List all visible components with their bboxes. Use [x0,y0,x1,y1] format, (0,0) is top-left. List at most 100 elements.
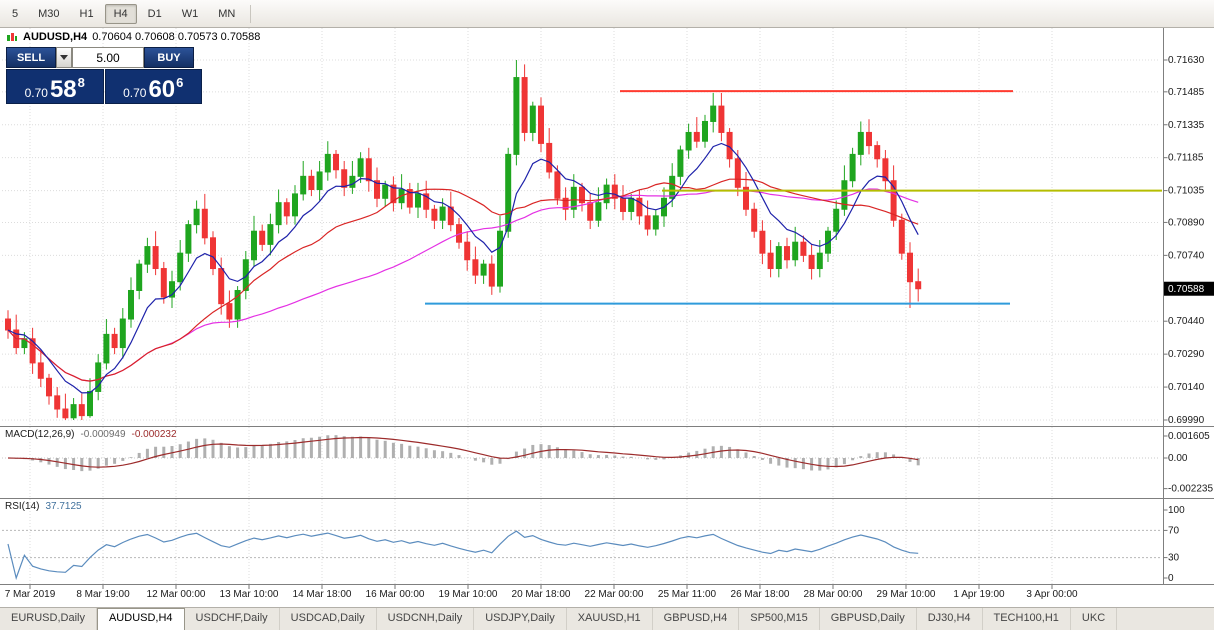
rsi-value: 37.7125 [45,501,82,512]
tab-usdcnh-daily[interactable]: USDCNH,Daily [377,608,475,630]
timeframe-m30[interactable]: M30 [38,7,60,20]
svg-text:30: 30 [1168,553,1180,564]
candles-layer [5,60,922,420]
ma-45 [7,188,919,382]
one-click-trading-panel: SELL BUY 0.70 58 8 0.70 60 6 [6,47,202,104]
ma-layer [7,142,919,394]
svg-text:0.70290: 0.70290 [1168,349,1205,360]
svg-text:-0.002235: -0.002235 [1168,484,1213,495]
svg-text:0.71335: 0.71335 [1168,120,1205,131]
lot-dropdown-button[interactable] [56,47,72,68]
svg-text:1 Apr 19:00: 1 Apr 19:00 [953,589,1005,600]
chart-icon [7,32,17,41]
price-axis: 0.71630 0.71485 0.71335 0.71185 0.71035 0.708… [1163,55,1213,584]
tab-usdchf-daily[interactable]: USDCHF,Daily [185,608,280,630]
ohlc-values: 0.70604 0.70608 0.70573 0.70588 [92,31,261,43]
svg-text:20 Mar 18:00: 20 Mar 18:00 [512,589,571,600]
svg-text:100: 100 [1168,505,1185,516]
svg-text:70: 70 [1168,525,1180,536]
svg-text:0.70588: 0.70588 [1168,284,1205,295]
symbol-label: AUDUSD,H4 [23,31,88,43]
buy-button[interactable]: BUY [144,47,194,68]
timeframe-d1[interactable]: D1 [147,7,162,20]
grid-layer [2,28,1160,584]
chart-title: AUDUSD,H4 0.70604 0.70608 0.70573 0.7058… [6,31,260,43]
timeframe-5[interactable]: 5 [12,7,19,20]
rsi-name: RSI(14) [5,501,40,512]
svg-text:25 Mar 11:00: 25 Mar 11:00 [658,589,717,600]
svg-text:0.001605: 0.001605 [1168,431,1210,442]
tab-eurusd-daily[interactable]: EURUSD,Daily [0,608,97,630]
ma-8 [7,142,919,394]
macd-panel [2,435,1160,472]
sell-price-sup: 8 [77,75,85,90]
svg-text:19 Mar 10:00: 19 Mar 10:00 [439,589,498,600]
buy-price-box[interactable]: 0.70 60 6 [104,69,202,104]
svg-text:0.71485: 0.71485 [1168,87,1205,98]
svg-text:0.71035: 0.71035 [1168,186,1205,197]
tab-usdjpy-daily[interactable]: USDJPY,Daily [474,608,567,630]
svg-text:0.70890: 0.70890 [1168,217,1205,228]
panel-separators[interactable] [0,28,1214,585]
tab-ukc[interactable]: UKC [1071,608,1118,630]
timeframe-toolbar: 5 M30 H1 H4 D1 W1 MN [0,0,1214,28]
macd-signal-line [7,436,919,468]
svg-text:0.70140: 0.70140 [1168,382,1205,393]
svg-text:0.71630: 0.71630 [1168,55,1205,66]
lot-size-input[interactable] [72,47,144,68]
svg-text:0: 0 [1168,573,1174,584]
sell-price-big: 58 [49,76,77,103]
svg-text:7 Mar 2019: 7 Mar 2019 [5,589,56,600]
chart-window: 7 Mar 2019 8 Mar 19:00 12 Mar 00:00 13 Mar … [0,28,1214,607]
timeframe-mn[interactable]: MN [218,7,236,20]
timeframe-h4[interactable]: H4 [104,3,137,24]
svg-text:13 Mar 10:00: 13 Mar 10:00 [220,589,279,600]
tab-sp500-m15[interactable]: SP500,M15 [739,608,820,630]
macd-main-value: -0.000949 [80,429,126,440]
sell-price-box[interactable]: 0.70 58 8 [6,69,104,104]
svg-text:29 Mar 10:00: 29 Mar 10:00 [877,589,936,600]
rsi-line [7,530,919,581]
rsi-panel [2,529,1160,581]
current-price-tag: 0.70588 [1164,281,1214,296]
svg-text:16 Mar 00:00: 16 Mar 00:00 [366,589,425,600]
svg-text:26 Mar 18:00: 26 Mar 18:00 [731,589,790,600]
macd-signal-value: -0.000232 [131,429,177,440]
sell-button[interactable]: SELL [6,47,56,68]
buy-price-sup: 6 [176,75,184,90]
tab-usdcad-daily[interactable]: USDCAD,Daily [280,608,377,630]
rsi-label: RSI(14) 37.7125 [5,501,82,512]
objects-layer [425,90,1162,305]
chart-tabs-bar: EURUSD,Daily AUDUSD,H4 USDCHF,Daily USDCAD,… [0,607,1214,630]
svg-text:3 Apr 00:00: 3 Apr 00:00 [1026,589,1078,600]
svg-text:14 Mar 18:00: 14 Mar 18:00 [293,589,352,600]
svg-text:0.71185: 0.71185 [1168,153,1204,164]
timeframe-w1[interactable]: W1 [181,7,199,20]
svg-text:0.70740: 0.70740 [1168,250,1205,261]
buy-price-big: 60 [148,76,176,103]
svg-text:0.70440: 0.70440 [1168,316,1205,327]
svg-text:22 Mar 00:00: 22 Mar 00:00 [585,589,644,600]
toolbar-separator [250,4,252,23]
tab-tech100-h1[interactable]: TECH100,H1 [983,608,1071,630]
buy-price-prefix: 0.70 [123,86,147,100]
svg-text:0.00: 0.00 [1168,453,1188,464]
svg-text:12 Mar 00:00: 12 Mar 00:00 [147,589,206,600]
chevron-down-icon [60,55,68,60]
macd-name: MACD(12,26,9) [5,429,75,440]
tab-gbpusd-daily[interactable]: GBPUSD,Daily [820,608,917,630]
tab-xauusd-h1[interactable]: XAUUSD,H1 [567,608,653,630]
svg-text:8 Mar 19:00: 8 Mar 19:00 [76,589,130,600]
tab-dj30-h4[interactable]: DJ30,H4 [917,608,983,630]
macd-label: MACD(12,26,9) -0.000949 -0.000232 [5,429,177,440]
svg-text:28 Mar 00:00: 28 Mar 00:00 [804,589,863,600]
chart-canvas[interactable]: 7 Mar 2019 8 Mar 19:00 12 Mar 00:00 13 Mar … [0,28,1214,607]
timeframe-h1[interactable]: H1 [79,7,94,20]
ma-20 [7,178,919,382]
svg-text:0.69990: 0.69990 [1168,415,1205,426]
time-axis: 7 Mar 2019 8 Mar 19:00 12 Mar 00:00 13 Mar … [5,585,1078,600]
tab-gbpusd-h4[interactable]: GBPUSD,H4 [653,608,740,630]
timeframe-buttons: 5 M30 H1 H4 D1 W1 MN [2,3,245,24]
sell-price-prefix: 0.70 [24,86,48,100]
tab-audusd-h4[interactable]: AUDUSD,H4 [96,608,185,630]
